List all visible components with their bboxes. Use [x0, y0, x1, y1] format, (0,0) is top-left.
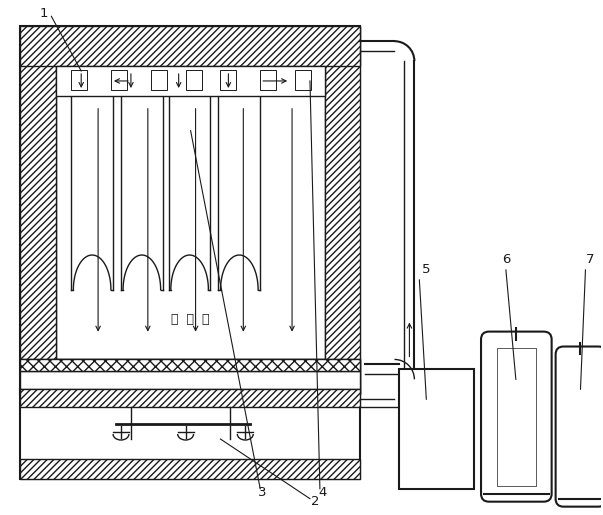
Bar: [260, 70, 276, 90]
Bar: [71, 70, 87, 90]
Bar: [497, 348, 535, 486]
Bar: [295, 70, 311, 90]
Text: 6: 6: [502, 253, 510, 266]
Bar: [399, 369, 474, 489]
Bar: [221, 70, 236, 90]
Text: 1: 1: [39, 7, 48, 20]
Bar: [19, 26, 56, 394]
Bar: [111, 70, 127, 90]
Bar: [19, 459, 359, 479]
Text: 7: 7: [586, 253, 595, 266]
Bar: [19, 26, 359, 66]
Bar: [19, 371, 359, 389]
Bar: [19, 359, 359, 371]
Text: 5: 5: [422, 264, 431, 277]
Text: 工  件  区: 工 件 区: [171, 313, 210, 326]
Text: 2: 2: [311, 495, 319, 508]
Bar: [19, 26, 359, 394]
Bar: [19, 389, 359, 479]
Bar: [19, 389, 359, 407]
FancyBboxPatch shape: [555, 347, 603, 507]
FancyBboxPatch shape: [481, 332, 552, 502]
Bar: [19, 359, 359, 394]
Bar: [186, 70, 201, 90]
Bar: [56, 66, 325, 96]
Bar: [56, 66, 325, 359]
Bar: [151, 70, 167, 90]
Text: 3: 3: [258, 486, 267, 499]
Text: 4: 4: [319, 486, 327, 499]
Bar: [325, 26, 359, 394]
